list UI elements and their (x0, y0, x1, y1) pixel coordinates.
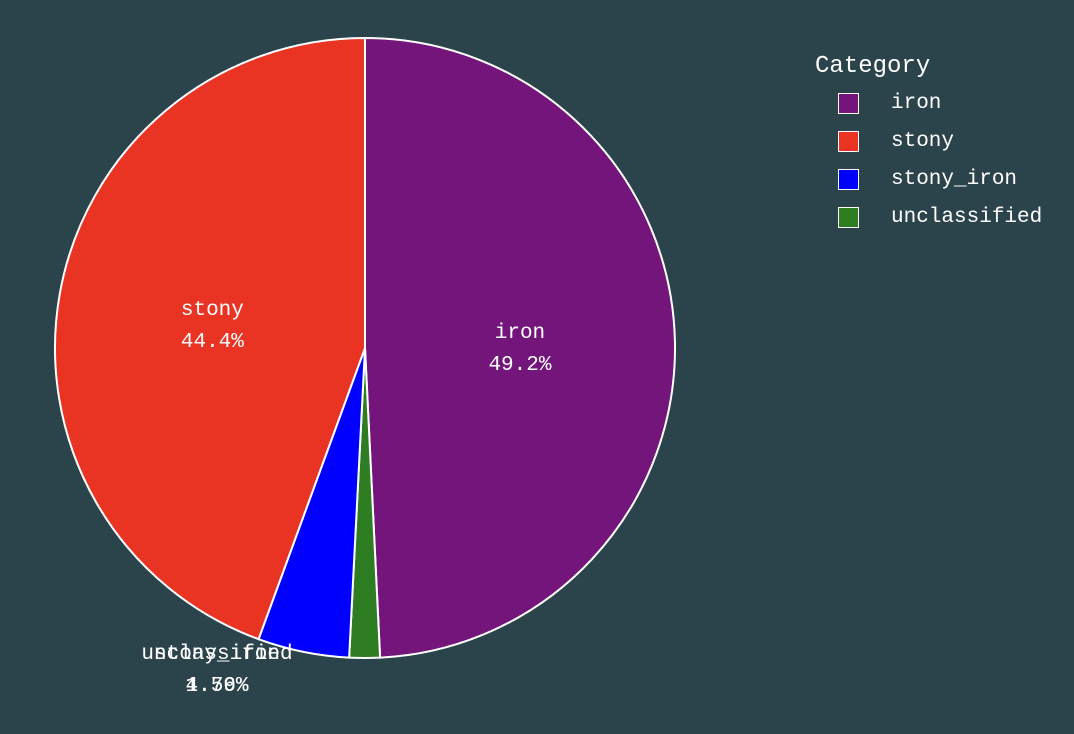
pie-slice-iron[interactable] (364, 36, 676, 659)
legend-label-stony-iron: stony_iron (891, 167, 1018, 191)
legend-label-iron: iron (891, 91, 942, 115)
slice-label-unclassified: unclassified (141, 643, 292, 666)
legend-item-unclassified[interactable]: unclassified (815, 198, 1070, 236)
legend-label-unclassified: unclassified (891, 205, 1043, 229)
legend-swatch-stony-iron (838, 168, 859, 190)
pie-slices (54, 36, 676, 659)
legend-swatch-iron (838, 92, 859, 114)
slice-percent-stony-iron: 4.76% (185, 675, 248, 698)
slice-percent-iron: 49.2% (488, 354, 551, 377)
legend-swatch-stony (838, 130, 859, 152)
legend-items: iron stony stony_iron unclassified (815, 84, 1070, 236)
legend-item-stony-iron[interactable]: stony_iron (815, 160, 1070, 198)
legend-swatch-unclassified (838, 206, 859, 228)
legend-title: Category (815, 53, 931, 80)
slice-label-stony: stony (181, 299, 244, 322)
pie-slice-labels: iron 49.2% unclassified 1.59% stony_iron 4.76… (141, 299, 551, 698)
legend-item-iron[interactable]: iron (815, 84, 1070, 122)
legend-label-stony: stony (891, 129, 955, 153)
pie-slice-stony[interactable] (54, 36, 366, 641)
slice-percent-unclassified: 1.59% (185, 675, 248, 698)
legend: Category iron stony stony_iron unclassif… (815, 52, 1070, 236)
slice-percent-stony: 44.4% (181, 331, 244, 354)
slice-label-iron: iron (495, 322, 545, 345)
slice-label-stony-iron: stony_iron (154, 643, 280, 666)
legend-item-stony[interactable]: stony (815, 122, 1070, 160)
